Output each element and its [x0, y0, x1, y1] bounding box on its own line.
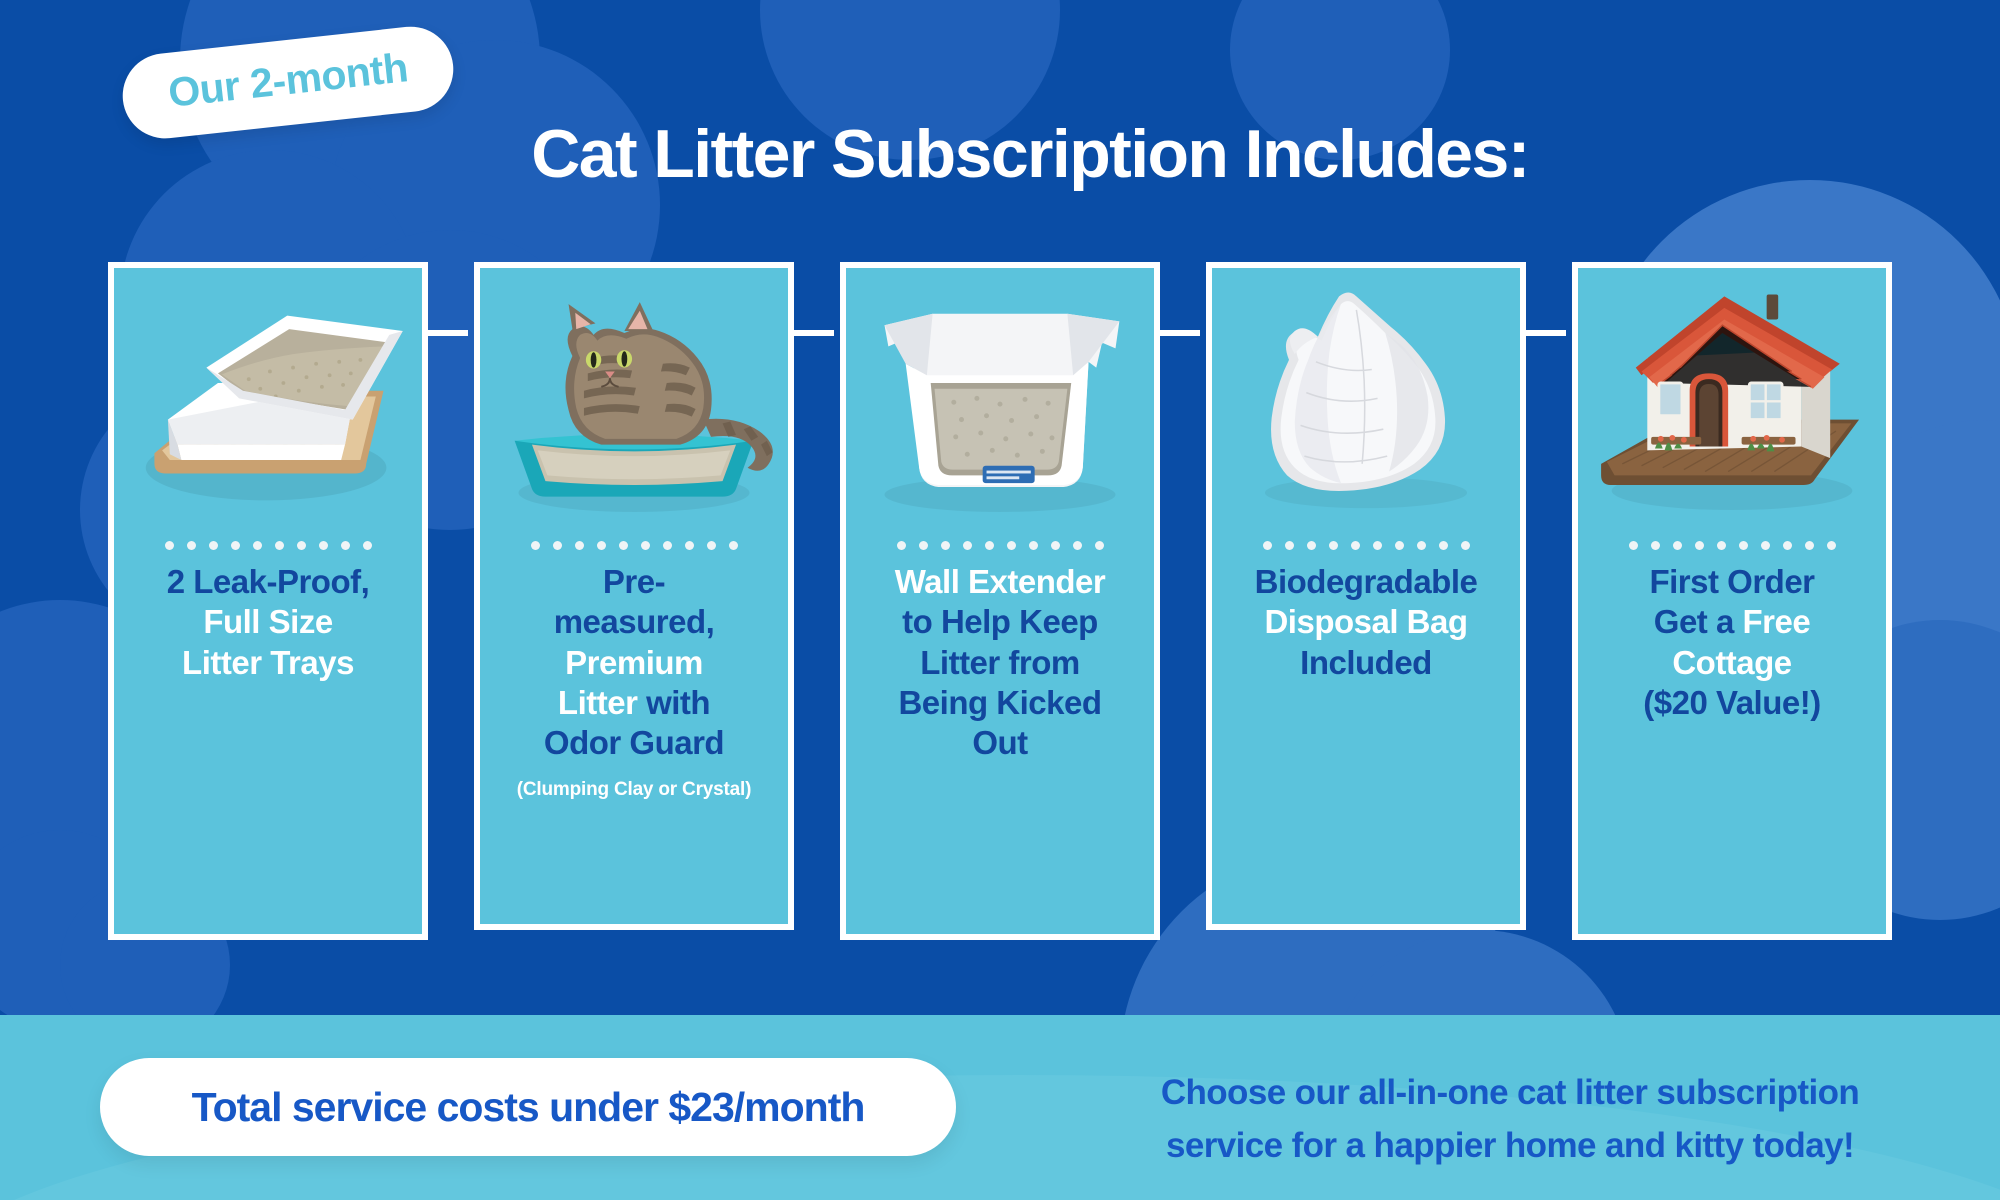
feature-card-premium-litter[interactable]: Pre- measured, Premium Litter with Odor …	[474, 262, 794, 930]
card-subtitle: (Clumping Clay or Crystal)	[516, 779, 752, 801]
card-line: Litter with	[494, 683, 774, 723]
hero-section: Our 2-month Cat Litter Subscription Incl…	[118, 22, 1530, 192]
page-title: Cat Litter Subscription Includes:	[531, 116, 1530, 192]
footer-band: Total service costs under $23/month Choo…	[0, 1015, 2000, 1200]
card-line-part: Litter	[557, 683, 647, 721]
card-line: Full Size	[203, 603, 333, 641]
card-connector-line	[790, 330, 834, 336]
card-line: Odor Guard	[543, 724, 725, 761]
card-text-block: Wall Extender to Help Keep Litter from B…	[846, 562, 1154, 763]
card-line-part: Get a	[1653, 603, 1743, 641]
disposal-bag-illustration	[1264, 292, 1468, 509]
cat-cottage-photo	[1578, 268, 1886, 523]
wall-extender-illustration	[884, 313, 1120, 512]
footer-copy-line: service for a happier home and kitty tod…	[1165, 1125, 1855, 1165]
card-line: Disposal Bag	[1264, 603, 1468, 641]
card-line: to Help Keep	[902, 603, 1098, 641]
card-line: measured,	[553, 603, 715, 641]
cat-in-litter-box-photo	[480, 268, 788, 523]
card-line: Cottage	[1672, 643, 1792, 681]
litter-tray-illustration	[145, 315, 403, 501]
feature-card-wall-extender[interactable]: Wall Extender to Help Keep Litter from B…	[840, 262, 1160, 940]
card-line: Biodegradable	[1254, 563, 1478, 600]
feature-card-leak-proof-trays[interactable]: 2 Leak-Proof, Full Size Litter Trays	[108, 262, 428, 940]
card-line: Litter Trays	[182, 643, 354, 681]
card-line: Wall Extender	[894, 563, 1106, 600]
card-line: Get a Free	[1592, 602, 1872, 642]
card-line: Litter from	[920, 643, 1080, 681]
card-connector-line	[424, 330, 468, 336]
wall-extender-photo	[846, 268, 1154, 523]
price-pill-label: Total service costs under $23/month	[191, 1083, 866, 1130]
dot-separator	[480, 541, 788, 550]
card-line: ($20 Value!)	[1643, 683, 1821, 721]
price-pill[interactable]: Total service costs under $23/month	[100, 1058, 956, 1156]
card-line: First Order	[1649, 563, 1815, 600]
disposal-bag-photo	[1212, 268, 1520, 523]
footer-copy: Choose our all-in-one cat litter subscri…	[1085, 1067, 1935, 1172]
card-line: Included	[1300, 643, 1432, 681]
card-line: 2 Leak-Proof,	[166, 563, 370, 600]
card-connector-line	[1522, 330, 1566, 336]
card-line: Pre-	[602, 563, 666, 600]
dot-separator	[1578, 541, 1886, 550]
card-line-part: Free	[1742, 603, 1811, 641]
card-line: Premium	[565, 643, 703, 681]
card-text-block: 2 Leak-Proof, Full Size Litter Trays	[114, 562, 422, 683]
dot-separator	[114, 541, 422, 550]
cat-cottage-illustration	[1601, 294, 1860, 511]
litter-tray-photo	[114, 268, 422, 523]
card-connector-line	[1156, 330, 1200, 336]
feature-card-grid: 2 Leak-Proof, Full Size Litter Trays	[108, 262, 1892, 940]
card-text-block: Biodegradable Disposal Bag Included	[1212, 562, 1520, 683]
card-line-part: with	[646, 683, 711, 721]
card-line: Out	[972, 724, 1028, 761]
feature-card-free-cottage[interactable]: First Order Get a Free Cottage ($20 Valu…	[1572, 262, 1892, 940]
footer-copy-line: Choose our all-in-one cat litter subscri…	[1160, 1073, 1860, 1112]
dot-separator	[846, 541, 1154, 550]
dot-separator	[1212, 541, 1520, 550]
feature-card-disposal-bag[interactable]: Biodegradable Disposal Bag Included	[1206, 262, 1526, 930]
card-text-block: First Order Get a Free Cottage ($20 Valu…	[1578, 562, 1886, 723]
card-text-block: Pre- measured, Premium Litter with Odor …	[480, 562, 788, 763]
cat-litter-box-illustration	[514, 302, 773, 512]
badge-label: Our 2-month	[165, 44, 410, 116]
card-line: Being Kicked	[898, 683, 1102, 721]
